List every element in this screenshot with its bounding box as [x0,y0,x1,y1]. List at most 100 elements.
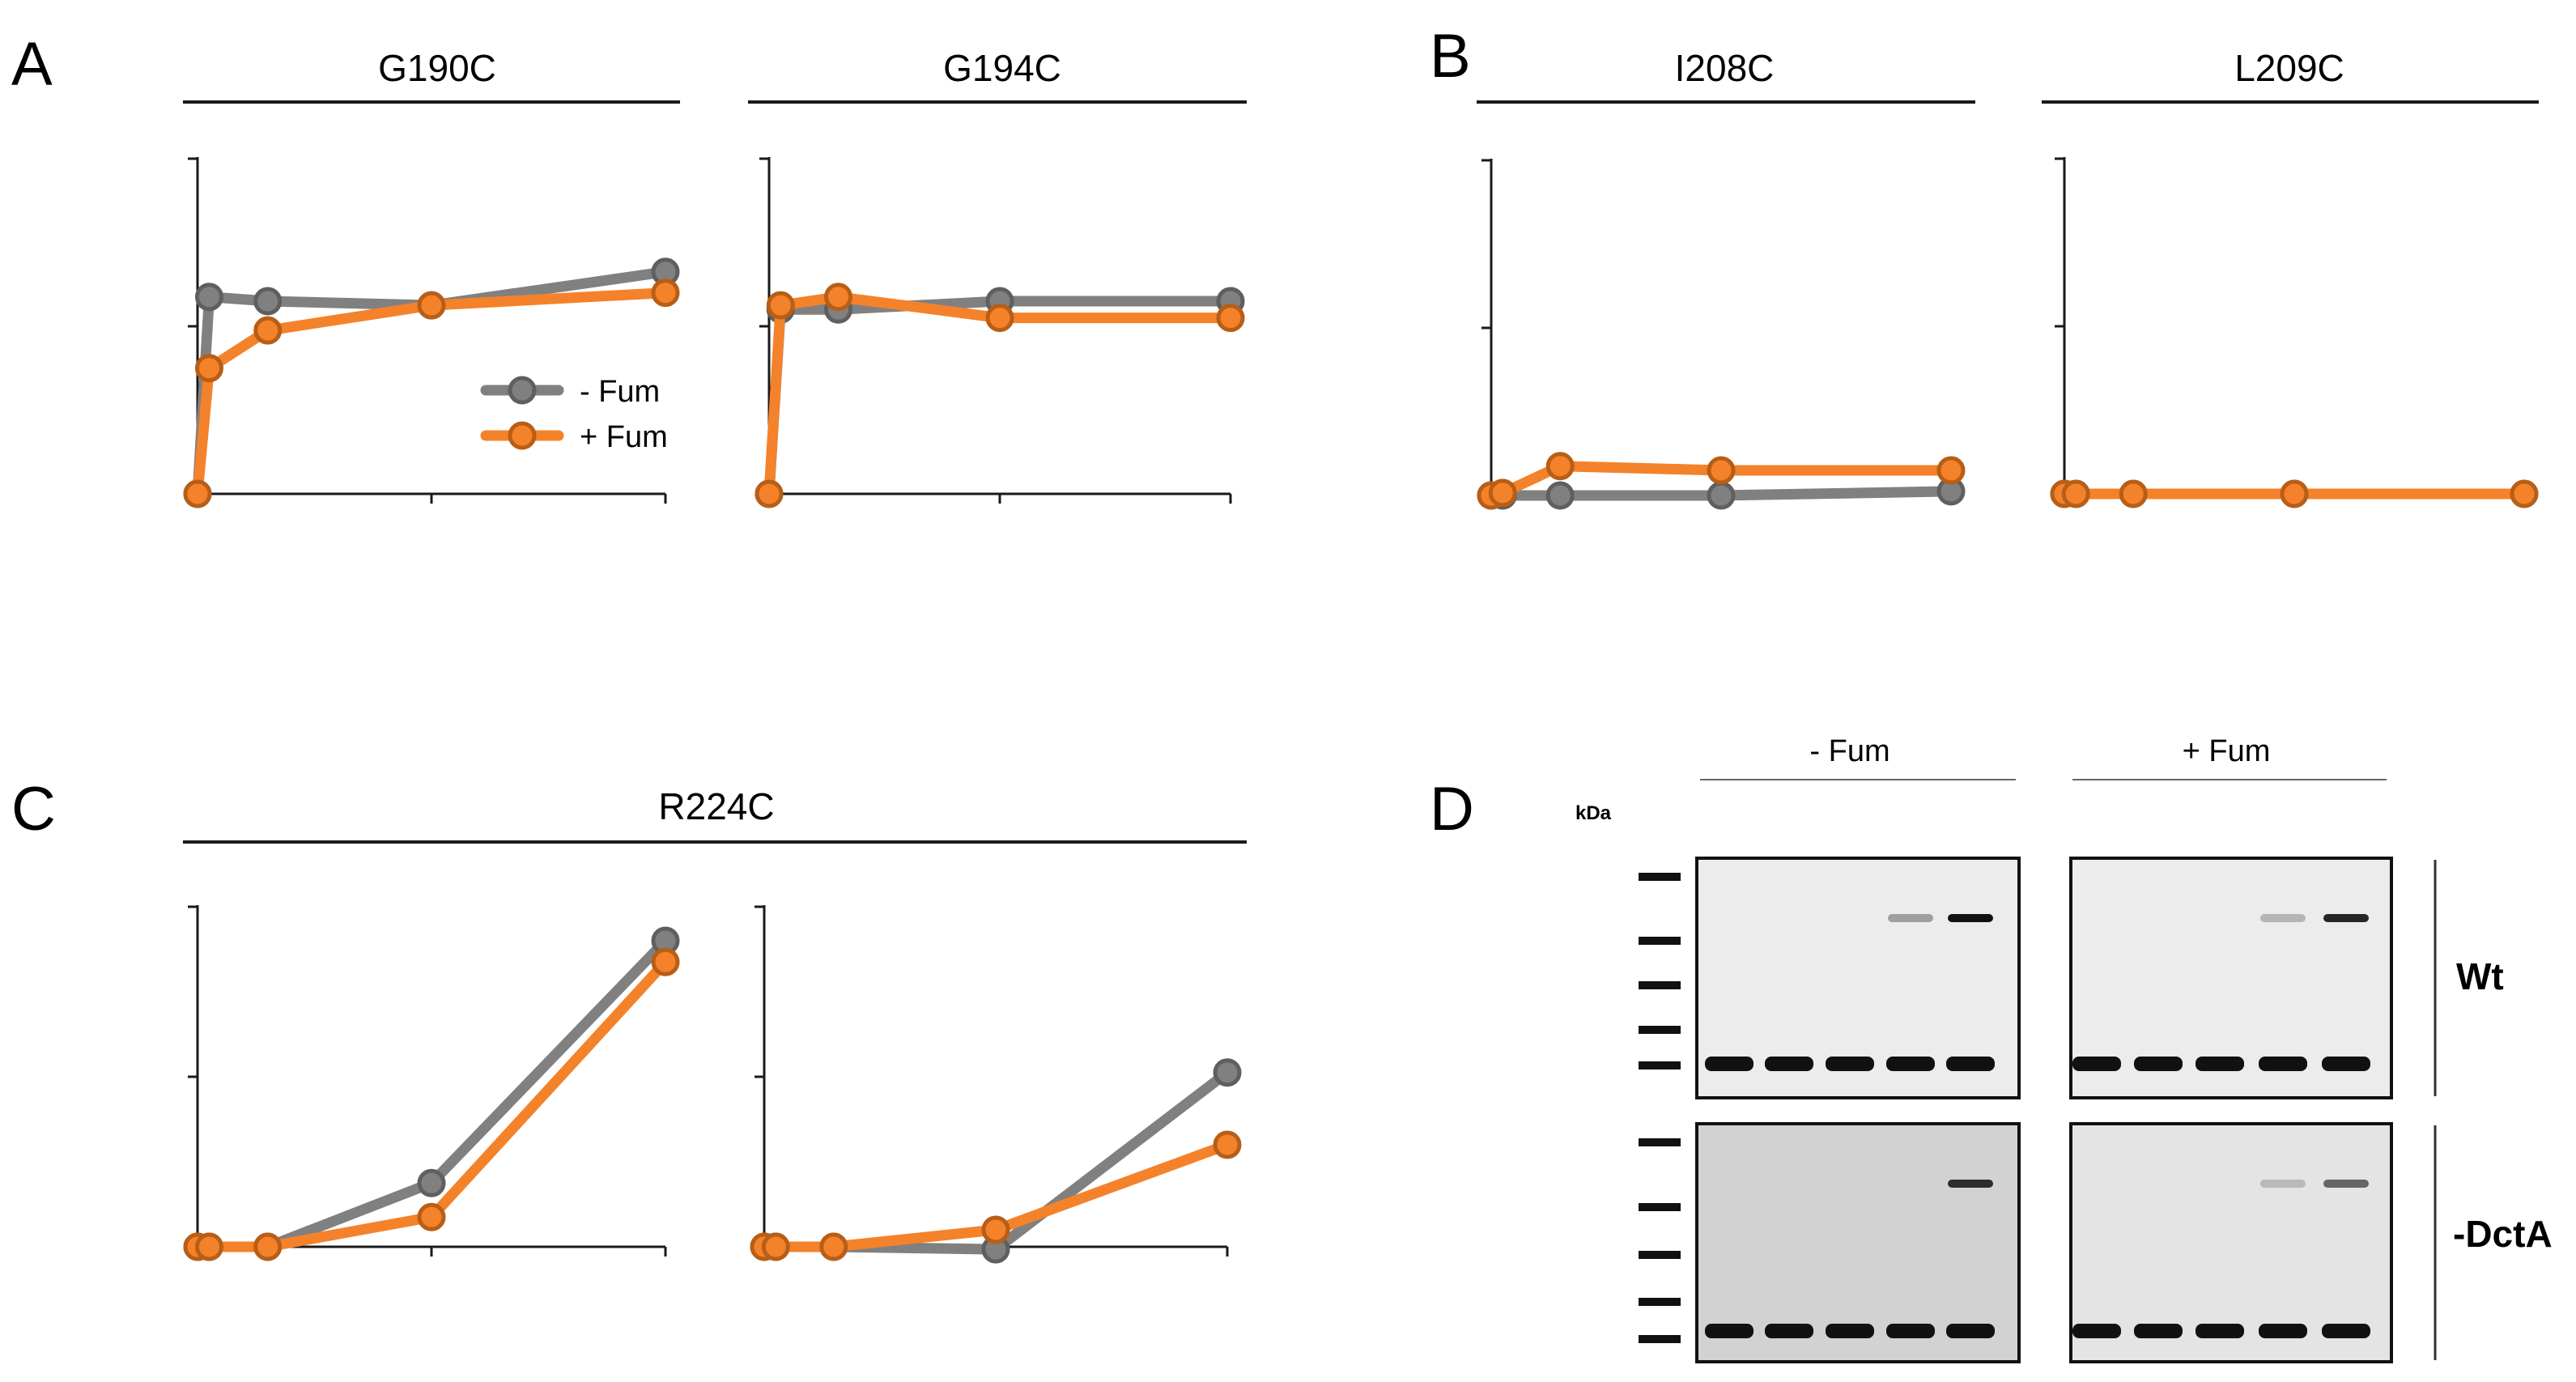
monomer-band [2259,1057,2307,1071]
data-point-plus-fum [417,291,446,320]
header-l209c: L209C [2234,47,2344,89]
data-point-plus-fum [2280,479,2309,508]
chart-i208c [1477,159,1966,510]
chart-g190c [183,157,680,508]
marker-band [1639,981,1681,989]
monomer-band [2134,1057,2183,1071]
marker-band [1639,1203,1681,1211]
blot-row-wt [1639,857,2393,1099]
monomer-band [2196,1057,2244,1071]
data-point-minus-fum [1213,1058,1242,1087]
monomer-band [1765,1057,1813,1071]
data-point-plus-fum [651,279,680,308]
monomer-band [1705,1057,1753,1071]
legend-label-plus-fum: + Fum [580,420,668,454]
crosslink-band [1948,1180,1993,1188]
data-point-minus-fum [194,283,223,312]
marker-band [1639,1298,1681,1306]
crosslink-band [2260,914,2306,922]
chart-g194c [755,157,1245,508]
gel-image [1695,1122,2021,1363]
header-i208c: I208C [1675,47,1775,89]
crosslink-band [2323,1180,2369,1188]
monomer-band [2072,1324,2121,1338]
header-g190c: G190C [378,47,496,89]
panel-letter-d: D [1430,775,1474,844]
monomer-band [1886,1057,1935,1071]
data-point-minus-fum [1545,481,1575,510]
blot-row-dcta [1639,1122,2393,1363]
blot-kda-label: kDa [1575,802,1612,824]
monomer-band [1946,1324,1995,1338]
panel-letter-a: A [11,30,53,99]
blot-group-minus-fum: - Fum [1809,734,1889,768]
data-point-plus-fum [1216,304,1245,333]
legend-marker-plus-fum [508,421,537,450]
data-point-plus-fum [2510,479,2539,508]
monomer-band [2134,1324,2183,1338]
data-point-minus-fum [417,1168,446,1197]
header-r224c: R224C [658,785,774,827]
chart-r224c-dcta [750,905,1242,1264]
blot-rows [1639,857,2393,1363]
gel-image [2069,1122,2393,1363]
marker-band [1639,873,1681,881]
data-point-plus-fum [1545,452,1575,481]
data-point-plus-fum [253,1232,283,1261]
data-point-plus-fum [417,1202,446,1231]
data-point-plus-fum [1213,1130,1242,1159]
data-point-plus-fum [981,1215,1010,1244]
data-point-plus-fum [183,479,212,508]
marker-band [1639,1251,1681,1259]
chart-r224c-wt [183,905,680,1261]
marker-band [1639,1061,1681,1069]
monomer-band [2072,1057,2121,1071]
panel-letter-c: C [11,775,56,844]
data-point-plus-fum [1936,456,1966,485]
monomer-band [1705,1324,1753,1338]
monomer-band [2322,1057,2370,1071]
data-point-plus-fum [755,479,784,508]
data-point-plus-fum [2119,479,2148,508]
marker-band [1639,1026,1681,1034]
data-point-plus-fum [651,947,680,976]
data-point-plus-fum [253,316,283,345]
blot-group-plus-fum: + Fum [2183,734,2271,768]
data-point-plus-fum [2061,479,2090,508]
data-point-plus-fum [766,291,795,320]
marker-band [1639,937,1681,945]
monomer-band [1886,1324,1935,1338]
chart-l209c [2050,157,2539,508]
data-point-plus-fum [194,1232,223,1261]
series-line-minus-fum [192,935,671,1252]
legend-label-minus-fum: - Fum [580,375,660,409]
data-point-plus-fum [1488,478,1517,508]
blot-row-label-dcta: -DctA [2453,1213,2553,1255]
legend: - Fum + Fum [480,375,668,454]
header-g194c: G194C [943,47,1061,89]
panel-letter-b: B [1430,22,1471,91]
data-point-plus-fum [761,1232,790,1261]
line-charts [183,157,2539,1264]
monomer-band [1765,1324,1813,1338]
monomer-band [2322,1324,2370,1338]
crosslink-band [2323,914,2369,922]
crosslink-band [2260,1180,2306,1188]
data-point-plus-fum [985,304,1014,333]
marker-band [1639,1138,1681,1146]
data-point-plus-fum [819,1232,848,1261]
monomer-band [2259,1324,2307,1338]
blot-row-label-wt: Wt [2456,955,2504,997]
crosslink-band [1948,914,1993,922]
data-point-plus-fum [824,283,852,312]
legend-marker-minus-fum [508,376,537,405]
data-point-minus-fum [1707,481,1736,510]
monomer-band [1826,1057,1874,1071]
crosslink-band [1888,914,1933,922]
data-point-plus-fum [194,354,223,383]
monomer-band [2196,1324,2244,1338]
data-point-plus-fum [1707,456,1736,485]
western-blot: kDa - Fum + Fum Wt -DctA [1575,734,2553,1363]
monomer-band [1826,1324,1874,1338]
